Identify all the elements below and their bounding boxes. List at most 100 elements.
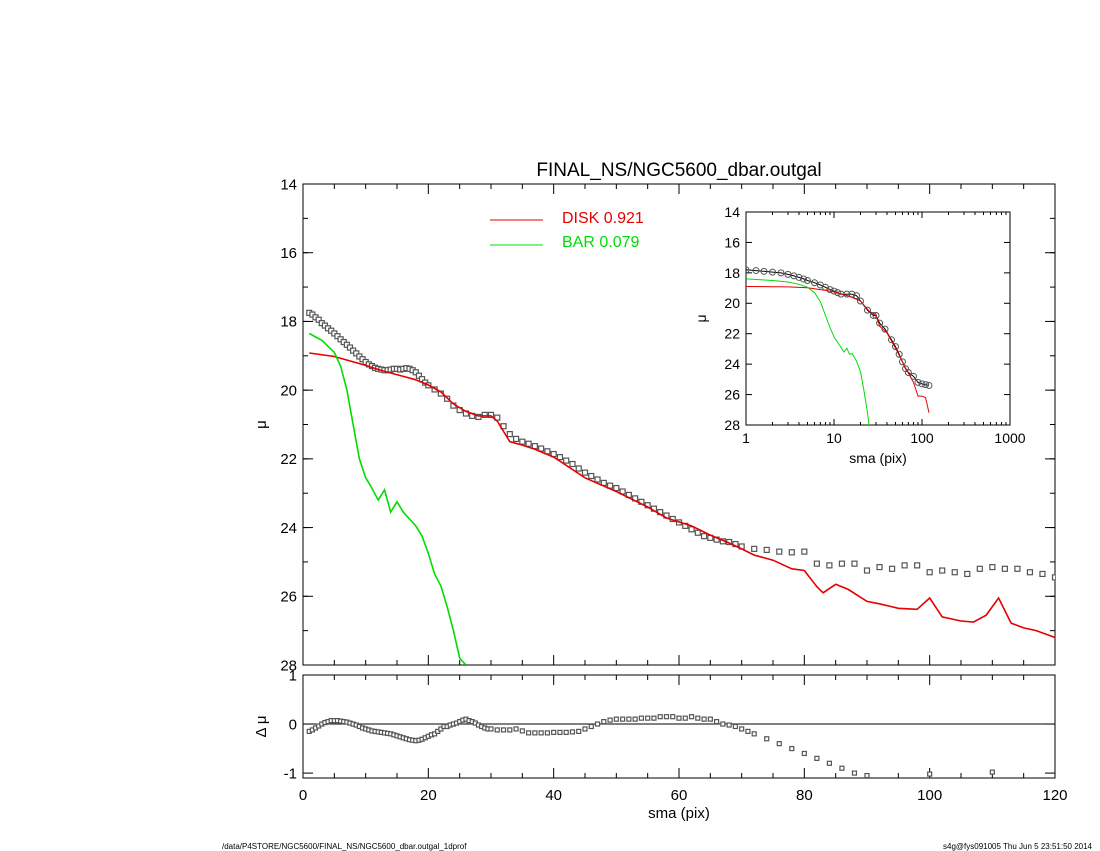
data-point [581,469,589,476]
data-point [601,718,607,725]
inset-xlabel: sma (pix) [849,450,907,466]
resid-xtick-label: 80 [796,787,813,804]
data-point [619,716,626,722]
resid-xtick-label: 100 [917,787,942,804]
data-point [799,275,807,283]
data-point [707,716,713,722]
data-point [922,381,930,389]
data-point [856,297,864,305]
data-point [415,372,423,379]
data-point [588,723,594,730]
main-chart-title: FINAL_NS/NGC5600_dbar.outgal [536,160,821,181]
footer-left: /data/P4STORE/NGC5600/FINAL_NS/NGC5600_d… [222,842,467,851]
data-point [739,726,745,732]
data-point [726,722,732,728]
data-point [519,438,526,445]
data-point [872,311,880,319]
data-point [701,716,707,722]
data-point [892,343,900,351]
data-point [914,378,922,386]
data-point [751,731,757,737]
data-point [751,545,758,552]
data-point [645,715,651,721]
data-point [939,567,946,574]
inset-xtick-label: 1 [742,430,750,446]
main-ytick-label: 26 [280,589,297,606]
inset-series-group [746,266,933,425]
data-point [657,714,663,720]
main-ytick-label: 22 [280,451,297,468]
series-line-disk [746,286,930,413]
data-point [713,718,720,725]
data-point [576,728,582,735]
data-point [804,276,812,284]
data-point [834,289,842,297]
data-point [876,563,883,571]
data-point [745,728,751,735]
data-point [688,714,695,720]
resid-xtick-label: 20 [420,787,437,804]
data-point [582,726,588,732]
inset-ylabel: μ [693,314,709,322]
data-point [789,745,795,752]
data-point [588,472,595,480]
data-point [918,380,926,388]
data-point [795,273,803,281]
main-ytick-label: 16 [280,245,297,262]
data-point [826,562,833,569]
data-point [951,569,958,576]
data-point [851,560,858,567]
data-point [732,723,739,730]
data-point [694,529,701,536]
resid-frame [302,674,1056,779]
main-ytick-label: 18 [280,314,297,331]
data-point [481,411,488,418]
data-point [494,727,500,733]
main-series-group [306,309,1055,665]
series-line-disk [309,352,1055,639]
data-point [532,730,538,736]
inset-ytick-label: 28 [724,417,740,433]
data-point [851,770,858,776]
main-ytick-label: 14 [280,176,297,193]
data-point [788,549,795,556]
data-point [507,727,513,733]
data-point [1051,574,1055,581]
inset-ytick-label: 16 [724,234,740,250]
data-point [651,715,657,721]
data-point [776,548,783,555]
data-point [506,431,513,438]
inset-xtick-label: 1000 [994,430,1025,446]
main-ytick-label: 20 [280,382,297,399]
data-point [525,730,532,736]
data-point [569,460,576,468]
data-point [557,729,563,735]
data-point [512,435,520,443]
data-point [575,465,582,472]
data-point [626,716,632,722]
resid-series-group [306,714,995,778]
data-point [887,336,895,344]
data-point [700,533,708,540]
data-point [801,548,808,555]
resid-ytick-label: 0 [289,716,297,733]
data-point [777,269,785,277]
inset-ytick-label: 20 [724,295,740,311]
data-point [914,562,921,569]
inset-chart: 1 10 100 1000 14 16 18 20 22 24 26 28 μ sma (pix) [693,204,1026,466]
inset-ytick-label: 24 [724,356,740,372]
data-point [563,729,569,735]
data-point [776,741,782,747]
data-point [556,454,564,461]
data-point [852,292,860,300]
data-point [764,736,770,742]
resid-xtick-label: 0 [299,787,307,804]
data-point [746,266,750,274]
data-point [613,716,619,722]
data-point [1014,565,1021,572]
data-point [682,715,688,721]
inset-xtick-label: 100 [910,430,934,446]
data-point [763,546,770,554]
data-point [838,560,846,567]
